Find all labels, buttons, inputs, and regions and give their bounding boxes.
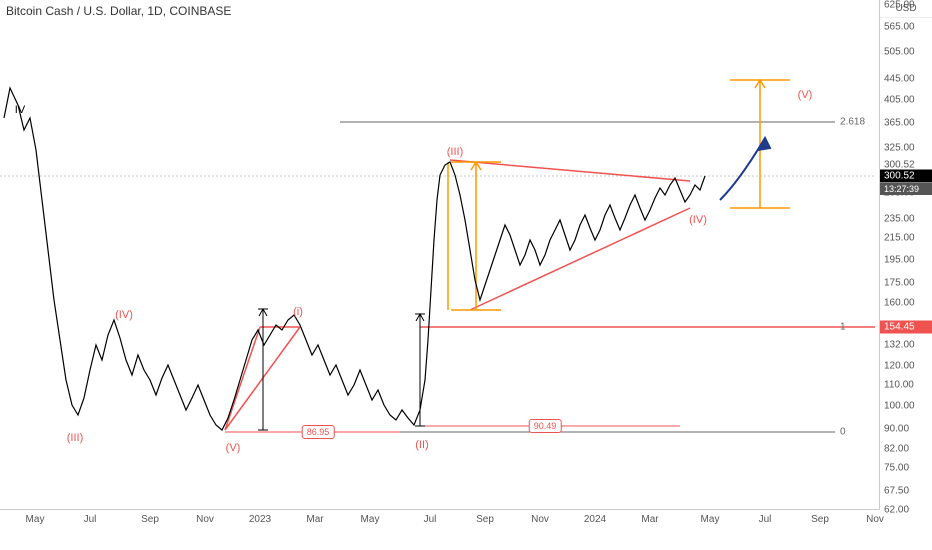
y-axis: 62.0067.5075.0082.0090.00100.00110.00120… [880,0,932,510]
wave-label: (V) [798,89,813,101]
triangle-bottom [470,208,690,310]
fib-level-label: 1 [840,322,846,333]
x-tick: Jul [759,514,772,525]
y-tick: 505.00 [880,46,932,57]
x-tick: May [26,514,45,525]
x-tick: Mar [641,514,658,525]
x-tick: Sep [141,514,159,525]
y-tick: 120.00 [880,360,932,371]
projection-arrow [720,138,770,200]
x-tick: Sep [476,514,494,525]
x-tick: 2024 [584,514,606,525]
stop-level-tag: 154.45 [880,321,932,334]
y-tick: 445.00 [880,74,932,85]
wave-label: (II) [415,439,428,451]
wedge-side1 [225,327,260,430]
fib-level-label: 0 [840,427,846,438]
black-measure-1 [258,309,268,430]
y-tick: 160.00 [880,297,932,308]
x-tick: Jul [84,514,97,525]
y-tick: 110.00 [880,379,932,390]
wave-label: (i) [293,306,303,318]
measure-wave3 [451,162,501,310]
x-tick: Sep [811,514,829,525]
x-tick: Nov [866,514,884,525]
y-tick: 67.50 [880,486,932,497]
y-tick: 195.00 [880,254,932,265]
y-tick: 62.00 [880,505,932,516]
plot-area[interactable]: IV (III) (IV) (V) (i) (II) (III) (IV) (V) 86.95 90… [0,0,880,510]
triangle-top [450,160,690,181]
x-tick: May [701,514,720,525]
wave-label: (V) [226,442,241,454]
x-tick: 2023 [249,514,271,525]
chart-container: Bitcoin Cash / U.S. Dollar, 1D, COINBASE… [0,0,932,550]
x-tick: Nov [196,514,214,525]
chart-svg [0,0,880,510]
black-measure-2 [415,314,425,426]
y-tick: 82.00 [880,443,932,454]
measure-target [730,80,790,208]
wave-label: IV [15,104,25,116]
x-tick: Mar [306,514,323,525]
wave-label: (III) [447,146,464,158]
fib-level-label: 2.618 [840,117,865,128]
y-tick: 365.00 [880,117,932,128]
price-box-label: 86.95 [302,425,335,439]
y-tick: 175.00 [880,278,932,289]
wave-label: (III) [67,432,84,444]
y-tick: 215.00 [880,233,932,244]
y-tick: 565.00 [880,22,932,33]
wave-label: (IV) [115,309,133,321]
countdown-tag: 13:27:39 [880,183,932,195]
y-tick: 625.00 [880,0,932,11]
price-box-label: 90.49 [529,419,562,433]
x-tick: Jul [424,514,437,525]
x-axis: May Jul Sep Nov 2023 Mar May Jul Sep Nov 2024 Mar Ma… [0,510,880,550]
y-tick: 100.00 [880,400,932,411]
chart-title: Bitcoin Cash / U.S. Dollar, 1D, COINBASE [6,4,231,18]
x-tick: Nov [531,514,549,525]
y-tick: 325.00 [880,143,932,154]
x-tick: May [361,514,380,525]
current-price-tag: 300.52 [880,170,932,183]
y-tick: 75.00 [880,463,932,474]
y-tick: 405.00 [880,94,932,105]
price-series [4,88,705,430]
y-tick: 90.00 [880,423,932,434]
y-tick: 235.00 [880,213,932,224]
wedge-side3 [225,327,300,430]
y-tick: 132.00 [880,339,932,350]
wave-label: (IV) [689,214,707,226]
